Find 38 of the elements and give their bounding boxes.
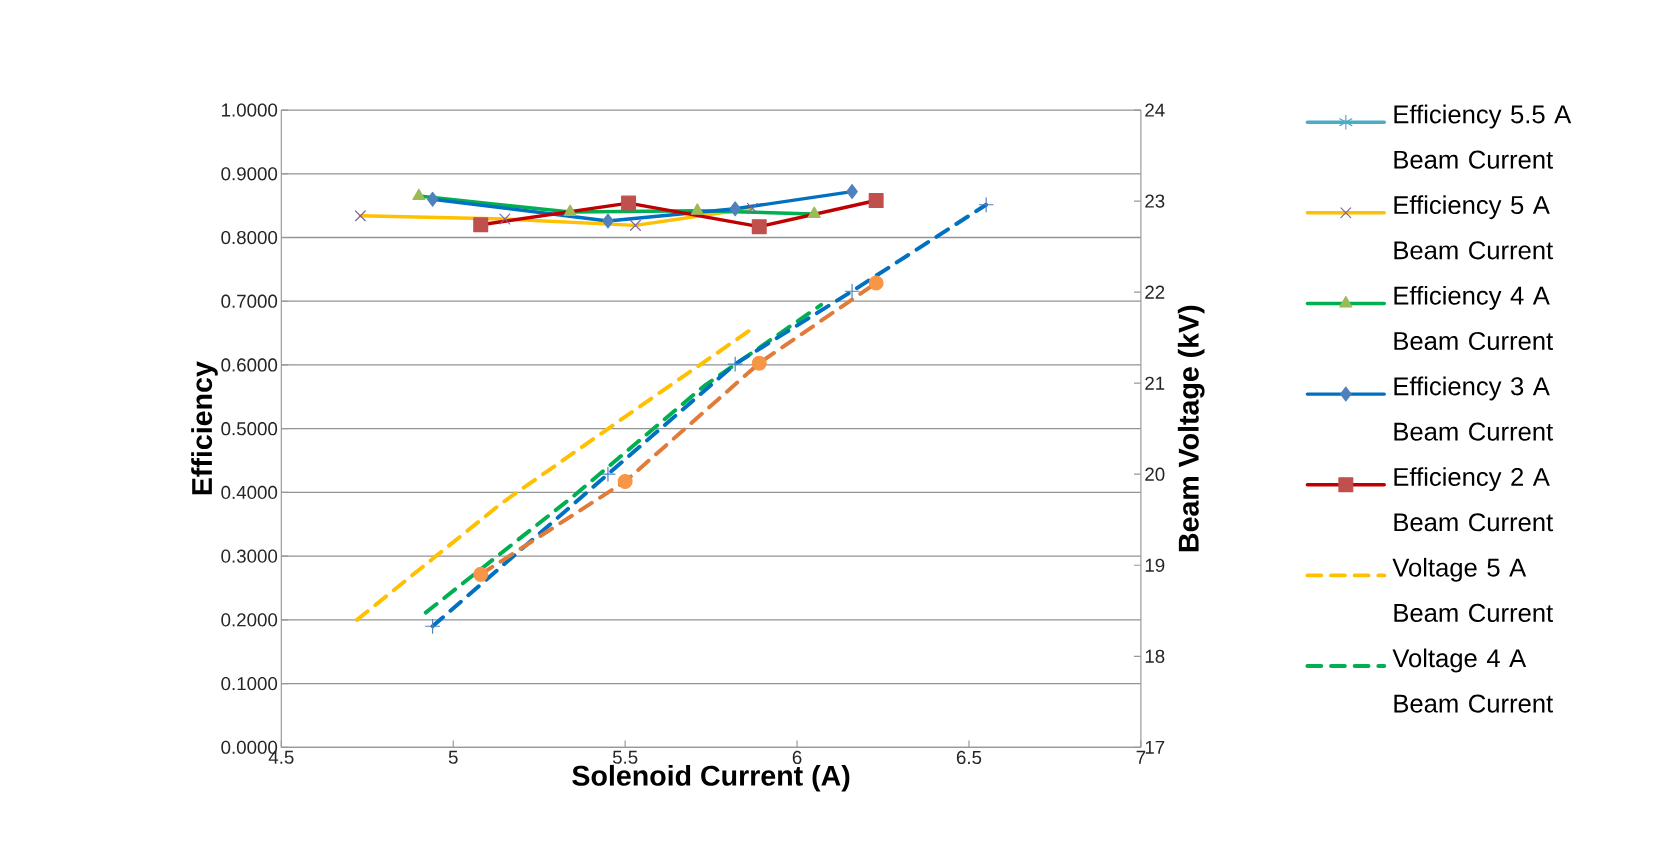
point <box>751 355 767 371</box>
y2-axis-title: Beam Voltage (kV) <box>1177 305 1205 552</box>
y2-tick-label: 22 <box>1145 285 1165 299</box>
y2-tick-label: 17 <box>1145 740 1165 754</box>
x-tick-label: 6.5 <box>956 750 982 764</box>
legend-label: Efficiency 4 A Beam Current <box>1394 285 1553 350</box>
y2-tick-label: 24 <box>1145 103 1165 117</box>
line-series <box>423 302 824 615</box>
legend-label: Voltage 5 A Beam Current <box>1392 557 1553 622</box>
legend-label: Efficiency 5 A Beam Current <box>1394 195 1553 260</box>
point <box>868 275 884 291</box>
x-tick-label: 5.5 <box>612 750 638 764</box>
y-axis-title: Efficiency <box>191 361 218 495</box>
x-axis-title: Solenoid Current (A) <box>572 764 850 792</box>
x-tick-label: 6 <box>792 750 802 764</box>
y2-tick-label: 19 <box>1145 558 1165 572</box>
legend-label: Efficiency 2 A Beam Current <box>1394 467 1553 532</box>
y-tick-label: 1.0000 <box>222 103 278 117</box>
y2-tick-label: 20 <box>1145 467 1165 481</box>
y-tick-label: 0.3000 <box>221 549 278 563</box>
y-tick-label: 0.4000 <box>221 485 278 499</box>
legend-label: Efficiency 5.5 A Beam Current <box>1394 104 1572 169</box>
y-tick-label: 0.8000 <box>221 230 278 244</box>
y2-tick-label: 21 <box>1145 376 1165 390</box>
y-tick-label: 0.5000 <box>221 421 278 436</box>
x-tick-label: 7 <box>1136 750 1146 764</box>
y-tick-label: 0.2000 <box>221 613 278 627</box>
x-tick-label: 5 <box>448 750 458 764</box>
y2-tick-label: 23 <box>1145 194 1165 208</box>
legend-label: Efficiency 3 A Beam Current <box>1394 376 1553 441</box>
legend-label: Voltage 4 A Beam Current <box>1392 648 1553 713</box>
y-tick-label: 0.7000 <box>221 294 278 308</box>
y-tick-label: 0.1000 <box>221 676 278 691</box>
y-tick-label: 0.9000 <box>221 167 278 181</box>
point <box>473 566 489 582</box>
y2-tick-label: 18 <box>1145 649 1165 663</box>
point <box>617 473 633 489</box>
y-tick-label: 0.6000 <box>221 358 278 372</box>
